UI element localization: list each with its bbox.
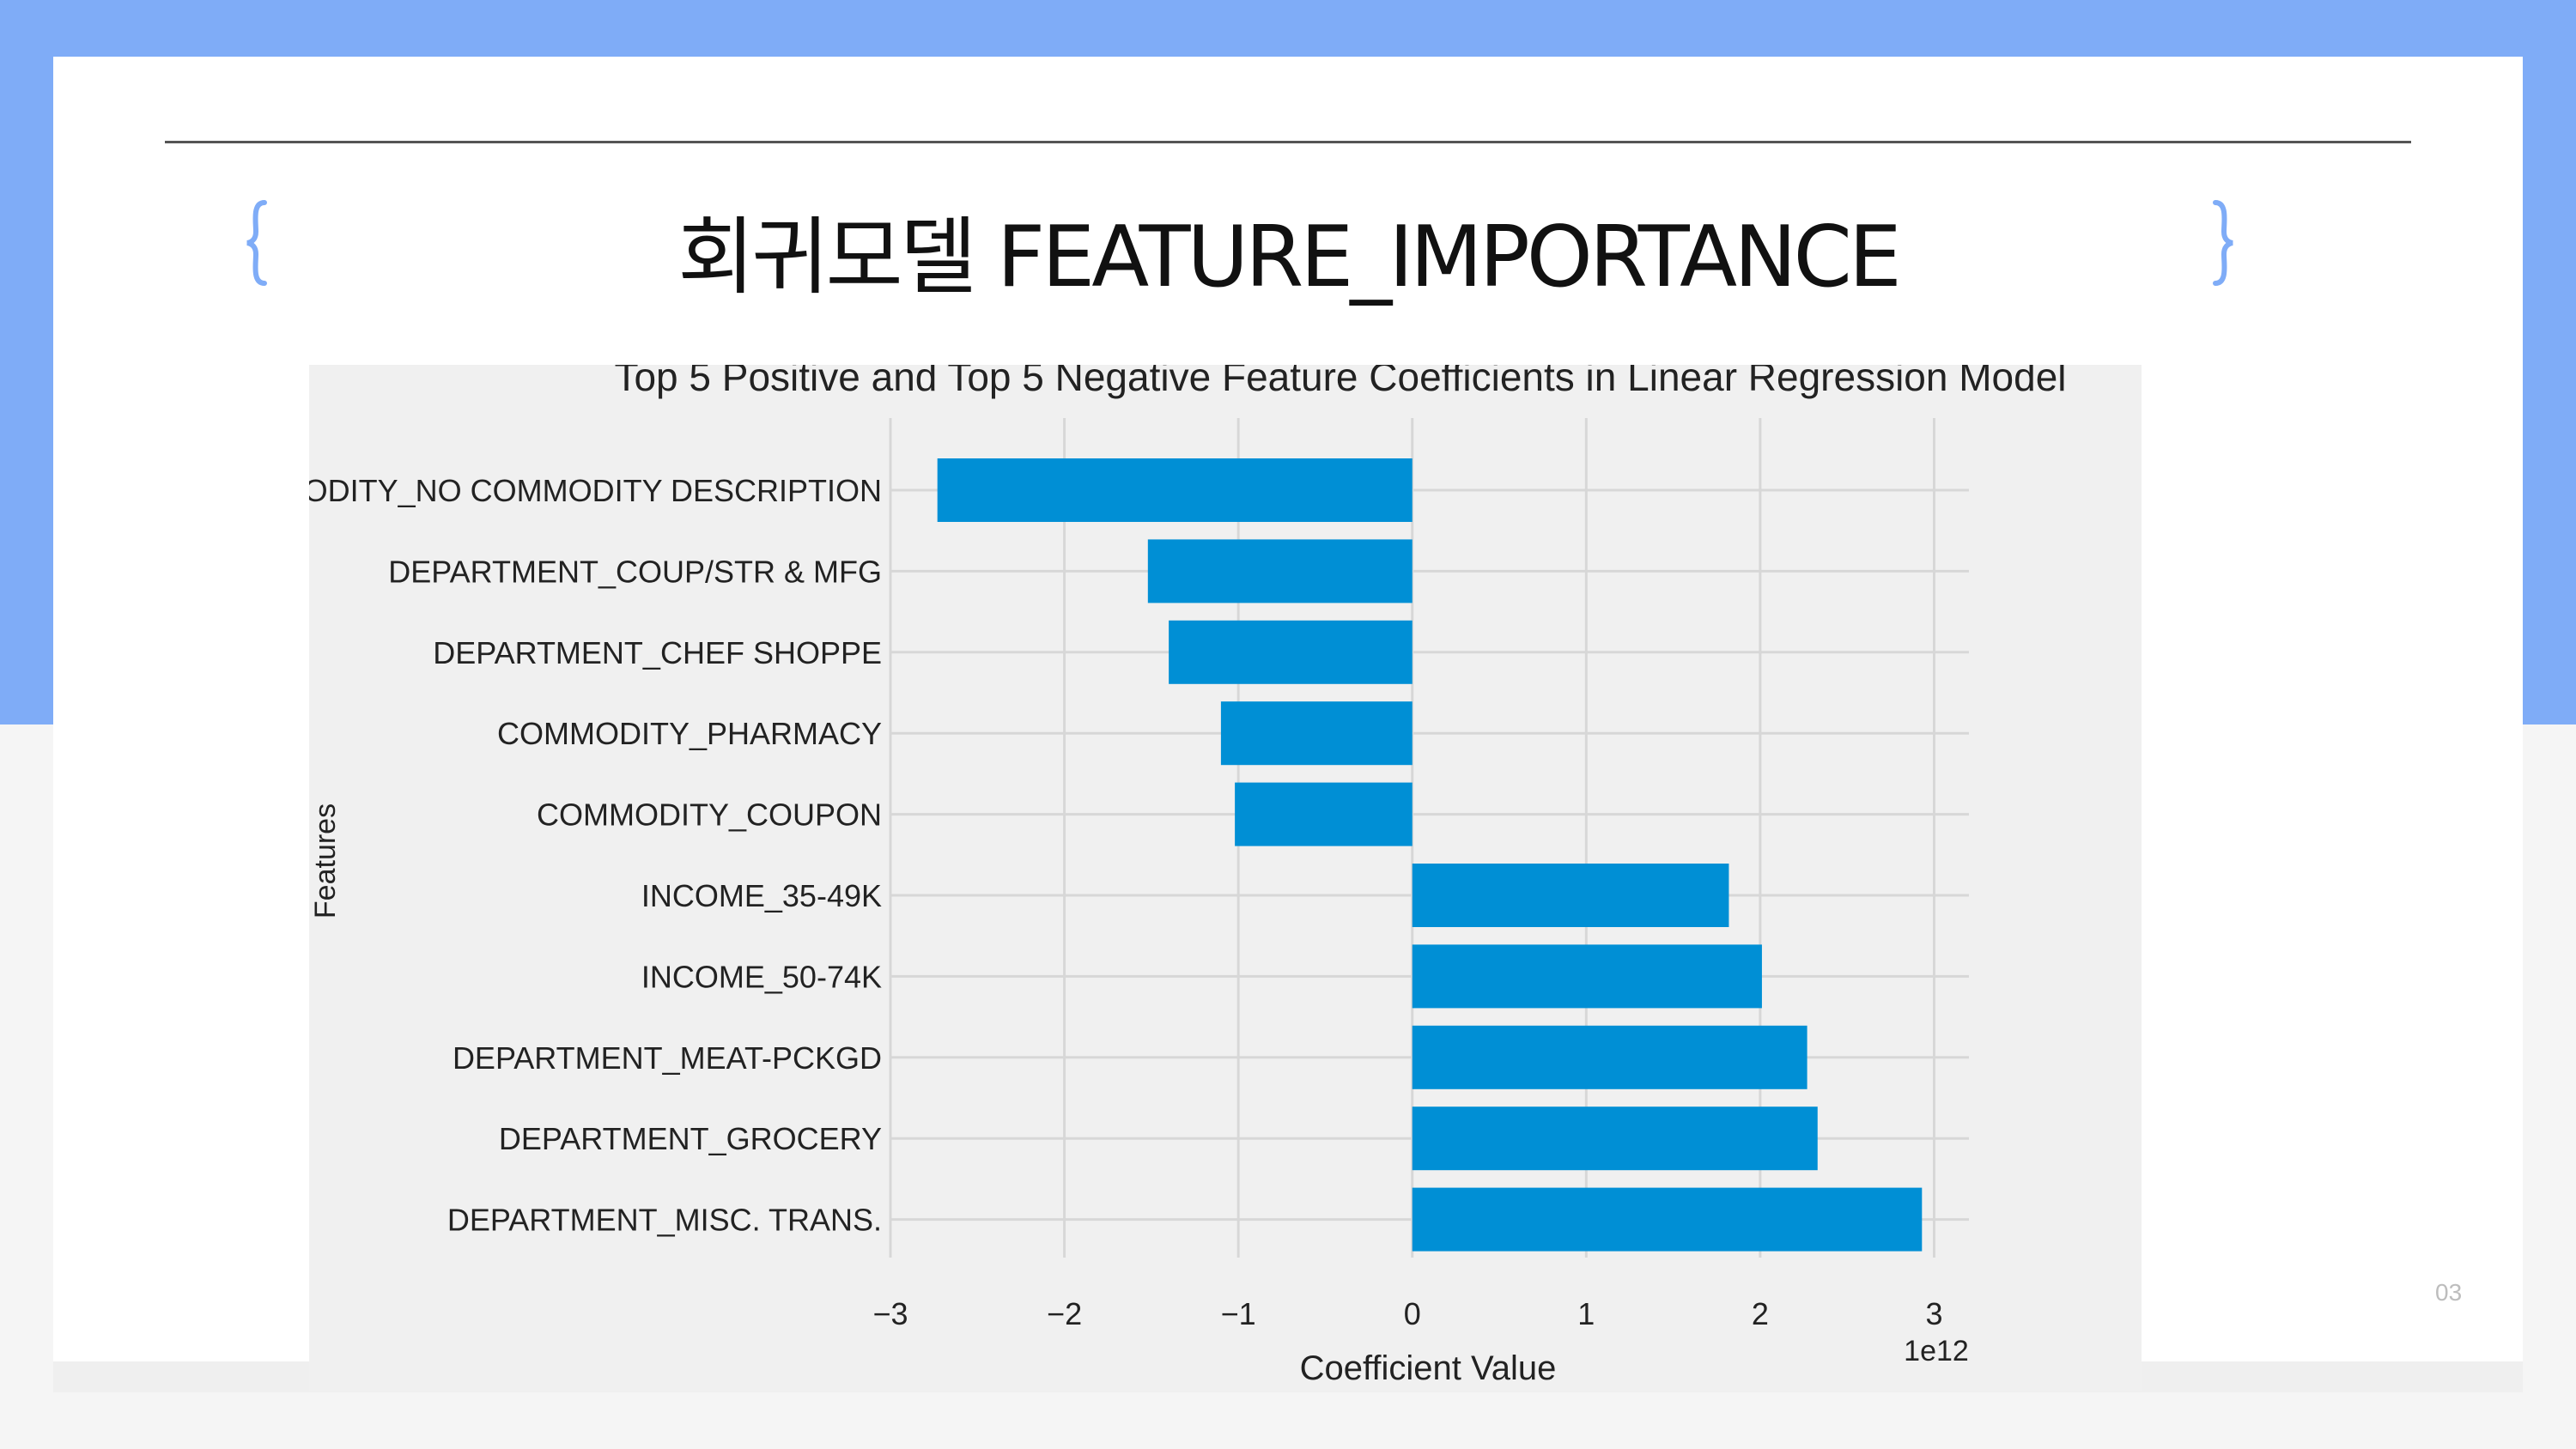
brace-icon [246,200,267,286]
y-tick-label: COMMODITY_NO COMMODITY DESCRIPTION [309,473,882,508]
y-tick-label: DEPARTMENT_MISC. TRANS. [447,1203,882,1238]
y-tick-label: DEPARTMENT_MEAT-PCKGD [453,1040,882,1076]
bar [1169,620,1413,684]
bar [1147,539,1413,603]
x-tick-label: 0 [1404,1296,1421,1331]
x-tick-label: 3 [1925,1296,1942,1331]
y-tick-label: INCOME_50-74K [641,959,882,994]
bar-layer [937,458,1923,1252]
page-title: 회귀모델 FEATURE_IMPORTANCE [677,209,1902,306]
brace-icon [2213,200,2233,286]
y-tick-label: COMMODITY_PHARMACY [497,716,882,751]
x-axis-scale-label: 1e12 [1904,1335,1969,1367]
page-number: 03 [2435,1279,2463,1306]
x-tick-label: −3 [872,1296,908,1331]
label-layer: −3 −2 −1 0 1 2 3 COMMODITY_NO COMMODITY DESCRIP… [206,473,1943,1331]
bar [1220,701,1413,766]
y-tick-label: DEPARTMENT_CHEF SHOPPE [433,635,882,670]
y-tick-label: INCOME_35-49K [641,878,882,913]
chart-title: Top 5 Positive and Top 5 Negative Featur… [614,365,2066,399]
x-tick-label: 1 [1577,1296,1595,1331]
x-tick-label: −2 [1047,1296,1082,1331]
bar [1412,1106,1818,1171]
y-tick-label: COMMODITY_COUPON [537,797,882,833]
title-rule [165,141,2411,143]
bar [1412,864,1729,927]
x-axis-label: Coefficient Value [1300,1349,1557,1387]
bar [1412,944,1762,1009]
bar-chart: −3 −2 −1 0 1 2 3 COMMODITY_NO COMMODITY DESCRIP… [206,355,2067,1387]
bar [1235,782,1413,846]
bar [937,458,1413,522]
bar [1412,1025,1807,1089]
x-tick-label: −1 [1221,1296,1256,1331]
bar [1412,1187,1923,1252]
y-tick-label: DEPARTMENT_COUP/STR & MFG [388,554,882,589]
x-tick-label: 2 [1752,1296,1769,1331]
y-axis-label: Features [309,803,342,919]
y-tick-label: DEPARTMENT_GROCERY [499,1121,882,1156]
chart-container: −3 −2 −1 0 1 2 3 COMMODITY_NO COMMODITY DESCRIP… [206,355,2142,1391]
